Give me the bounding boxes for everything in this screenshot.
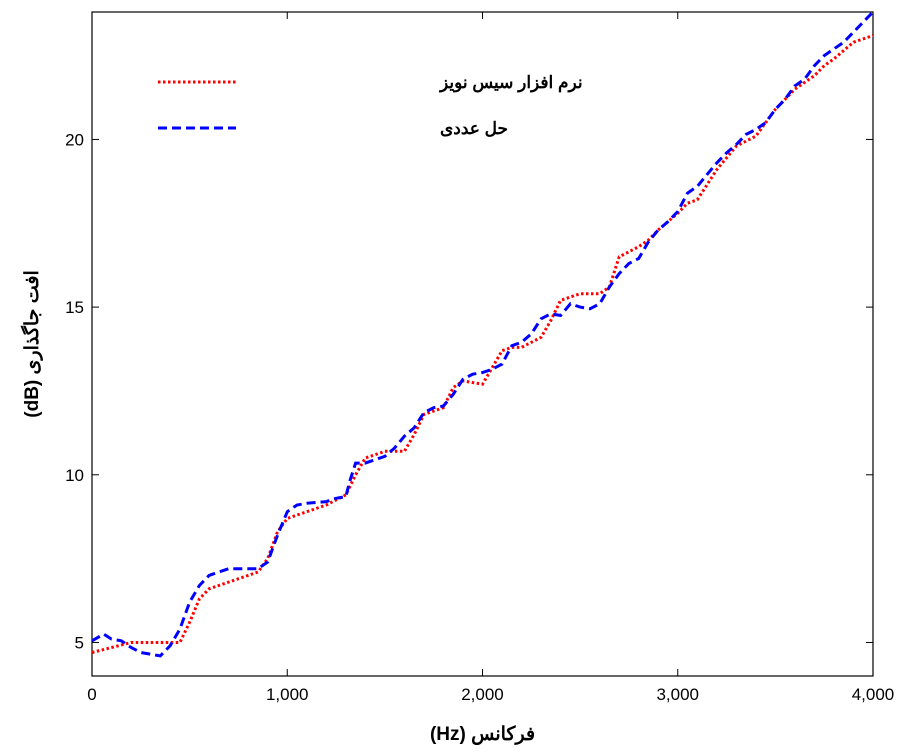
y-tick-label: 5 [75, 633, 84, 652]
y-tick-label: 10 [65, 466, 84, 485]
legend: نرم افزار سیس نویز حل عددی [158, 73, 583, 138]
x-tick-label: 2,000 [461, 685, 504, 704]
series-line-2 [91, 10, 875, 658]
y-tick-label: 15 [65, 298, 84, 317]
y-tick-label: 20 [65, 130, 84, 149]
legend-label-2: حل عددی [440, 119, 508, 138]
x-axis-label: فرکانس (Hz) [430, 724, 535, 745]
x-tick-label: 4,000 [852, 685, 895, 704]
series-lines [91, 10, 875, 658]
axis-ticks: 0 1,000 2,000 3,000 4,000 5 10 15 20 [65, 12, 894, 704]
legend-label-1: نرم افزار سیس نویز [438, 73, 583, 93]
y-axis-label: افت جاگذاری (dB) [20, 270, 43, 417]
x-tick-label: 0 [87, 685, 96, 704]
x-tick-label: 1,000 [266, 685, 309, 704]
series-line-1 [91, 34, 874, 654]
x-tick-label: 3,000 [656, 685, 699, 704]
